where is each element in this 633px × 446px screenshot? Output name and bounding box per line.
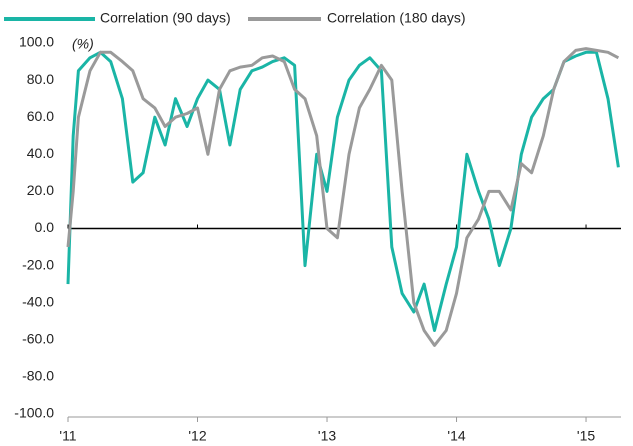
y-tick-label: -100.0 bbox=[14, 405, 54, 421]
y-tick-label: 40.0 bbox=[27, 145, 54, 161]
y-tick-label: 0.0 bbox=[35, 219, 55, 235]
x-tick-label: '11 bbox=[59, 428, 76, 444]
y-tick-label: 60.0 bbox=[27, 108, 54, 124]
y-tick-label: -40.0 bbox=[22, 293, 54, 309]
unit-annotation: (%) bbox=[72, 36, 94, 52]
x-tick-label: '14 bbox=[447, 428, 465, 444]
y-tick-label: -60.0 bbox=[22, 331, 54, 347]
y-tick-label: -80.0 bbox=[22, 368, 54, 384]
y-tick-label: -20.0 bbox=[22, 256, 54, 272]
y-tick-label: 100.0 bbox=[19, 34, 54, 50]
series-line bbox=[66, 47, 620, 347]
x-tick-label: '12 bbox=[188, 428, 206, 444]
x-tick-label: '13 bbox=[318, 428, 336, 444]
legend-label: Correlation (90 days) bbox=[100, 10, 231, 26]
legend-label: Correlation (180 days) bbox=[327, 10, 466, 26]
series-line bbox=[66, 50, 620, 332]
y-tick-label: 20.0 bbox=[27, 182, 54, 198]
x-tick-label: '15 bbox=[577, 428, 595, 444]
y-tick-label: 80.0 bbox=[27, 71, 54, 87]
